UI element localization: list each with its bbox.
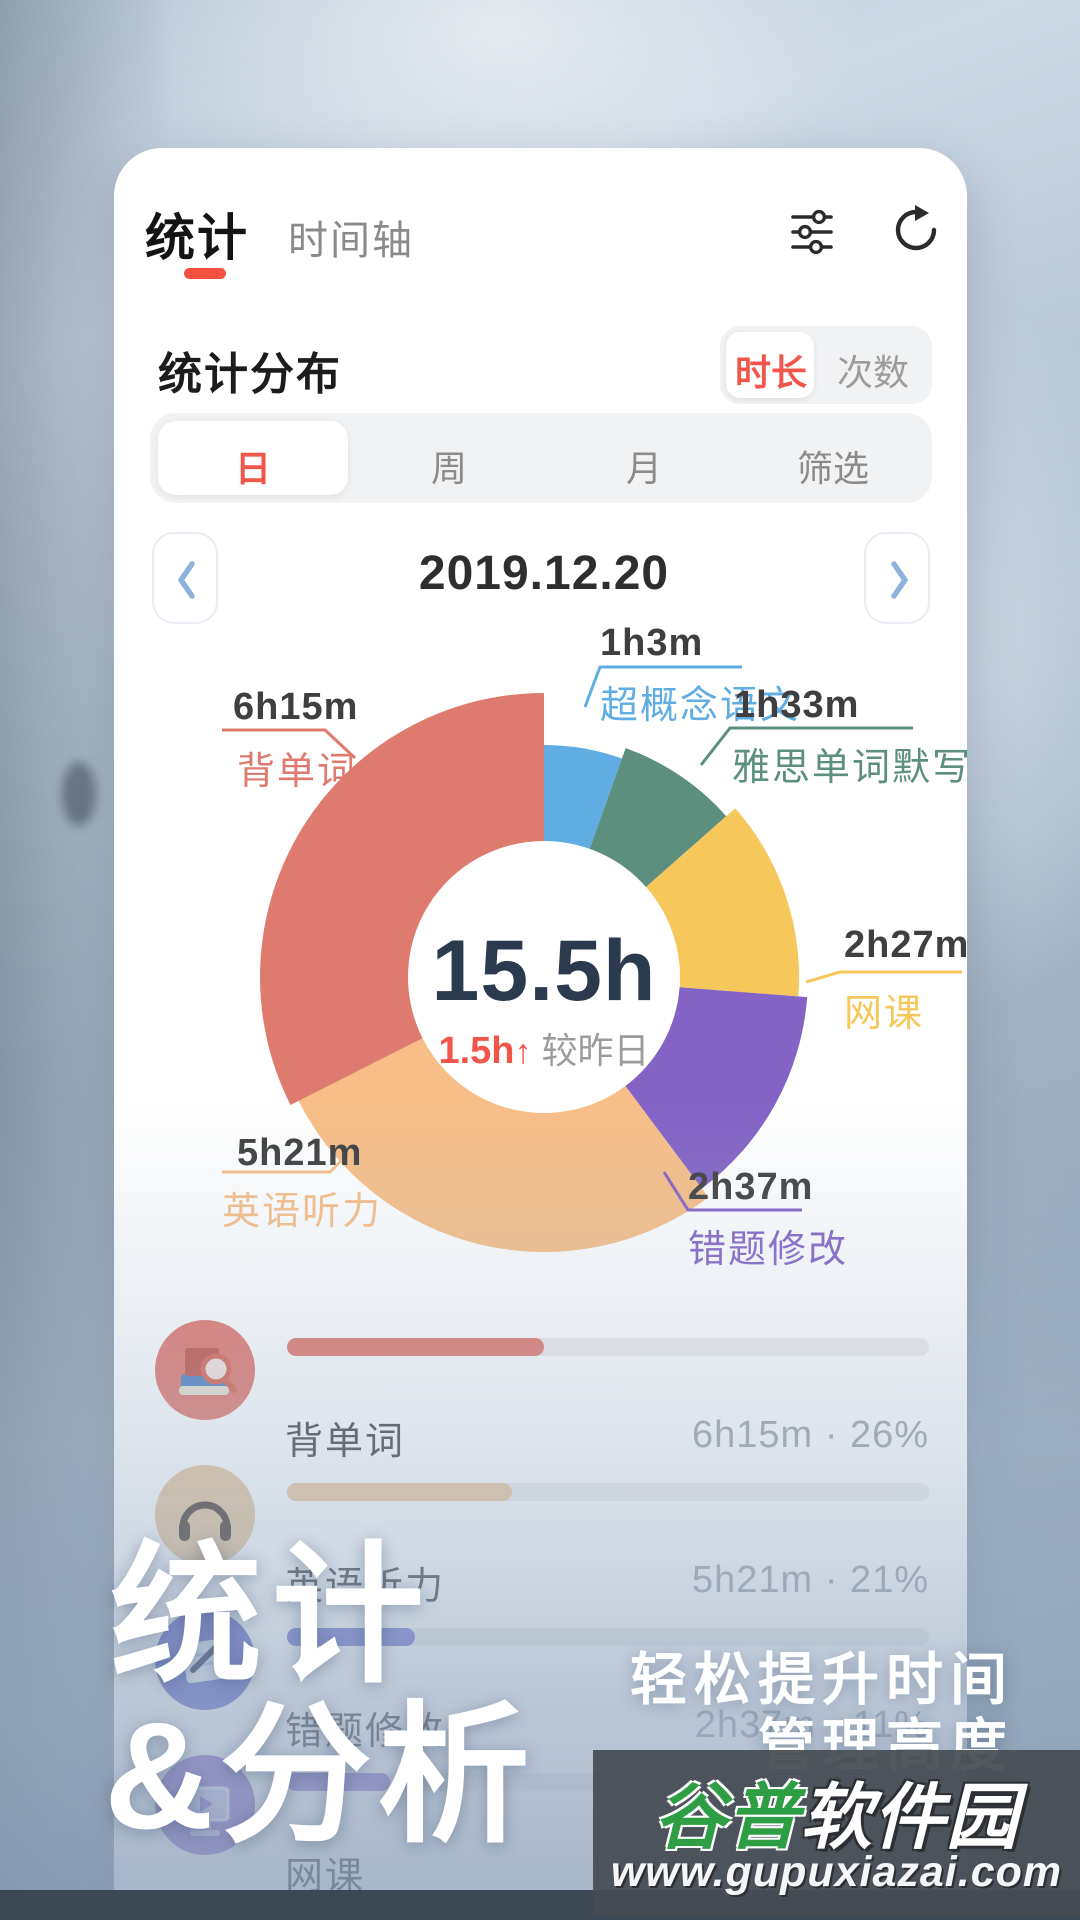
watermark-url: www.gupuxiazai.com: [610, 1848, 1063, 1896]
donut-segment-1[interactable]: [589, 748, 727, 887]
donut-segment-0[interactable]: [544, 745, 622, 849]
leader-line-chaogainian: [583, 665, 742, 708]
period-tab-week[interactable]: 周: [430, 448, 467, 489]
breakdown-row[interactable]: 背单词 6h15m · 26%: [114, 1320, 967, 1476]
next-date-button[interactable]: [864, 532, 930, 624]
activity-detail: 6h15m · 26%: [691, 1414, 929, 1456]
current-date: 2019.12.20: [418, 547, 670, 600]
unit-toggle-selected-pill: [726, 332, 814, 398]
delta-note: 较昨日: [541, 1030, 650, 1071]
background-droplet: [62, 762, 96, 826]
section-title-distribution: 统计分布: [158, 350, 342, 399]
total-hours: 15.5h: [431, 923, 657, 1019]
active-tab-underline: [184, 268, 226, 279]
promo-headline-line2: &分析: [104, 1691, 536, 1861]
watermark-logo: 谷普软件园: [593, 1758, 1080, 1863]
segment-label: 超概念语文: [600, 685, 801, 727]
segment-value: 2h37m: [688, 1166, 814, 1208]
chevron-left-icon: [178, 561, 195, 599]
watermark-logo-white: 软件园: [800, 1778, 1020, 1858]
segment-value: 1h33m: [734, 684, 860, 726]
refresh-icon[interactable]: [890, 204, 942, 256]
leader-line-yasi: [699, 726, 913, 766]
up-arrow-icon: ↑: [514, 1033, 532, 1071]
unit-option-duration[interactable]: 时长: [734, 352, 807, 393]
tab-statistics[interactable]: 统计: [145, 210, 249, 266]
donut-segment-2[interactable]: [646, 808, 800, 997]
watermark-logo-green: 谷普: [653, 1778, 800, 1858]
prev-date-button[interactable]: [152, 532, 218, 624]
delta-value: 1.5h: [438, 1030, 515, 1072]
leader-line-wangke: [805, 970, 962, 984]
activity-name: 背单词: [285, 1421, 406, 1463]
segment-label: 雅思单词默写: [732, 747, 973, 789]
segment-value: 2h27m: [844, 924, 970, 966]
segment-label: 英语听力: [222, 1191, 383, 1233]
leader-line-beidanci: [222, 728, 357, 760]
progress-track: [287, 1338, 929, 1356]
books-magnifier-icon: [155, 1320, 255, 1420]
donut-segment-5[interactable]: [260, 693, 544, 1105]
segment-label: 网课: [844, 993, 925, 1035]
segment-label: 错题修改: [688, 1229, 849, 1271]
watermark-banner: 谷普软件园 www.gupuxiazai.com: [593, 1750, 1080, 1916]
unit-option-count[interactable]: 次数: [836, 352, 909, 393]
period-tab-filter[interactable]: 筛选: [796, 448, 869, 489]
segment-value: 5h21m: [237, 1132, 363, 1174]
period-tab-month[interactable]: 月: [625, 448, 662, 489]
segment-label: 背单词: [237, 751, 358, 793]
chevron-right-icon: [891, 561, 908, 599]
activity-detail: 5h21m · 21%: [691, 1559, 929, 1601]
segment-value: 1h3m: [600, 622, 704, 664]
promo-tagline-line1: 轻松提升时间: [630, 1648, 1014, 1712]
delta-vs-yesterday: 1.5h↑ 较昨日: [394, 1022, 694, 1074]
promo-headline-line1: 统计: [110, 1531, 434, 1701]
period-tab-selected-pill: [158, 421, 348, 495]
segment-value: 6h15m: [233, 686, 359, 728]
progress-fill: [287, 1338, 544, 1356]
filter-sliders-icon[interactable]: [788, 208, 836, 256]
tab-timeline[interactable]: 时间轴: [288, 219, 414, 263]
period-tab-day[interactable]: 日: [234, 448, 271, 489]
